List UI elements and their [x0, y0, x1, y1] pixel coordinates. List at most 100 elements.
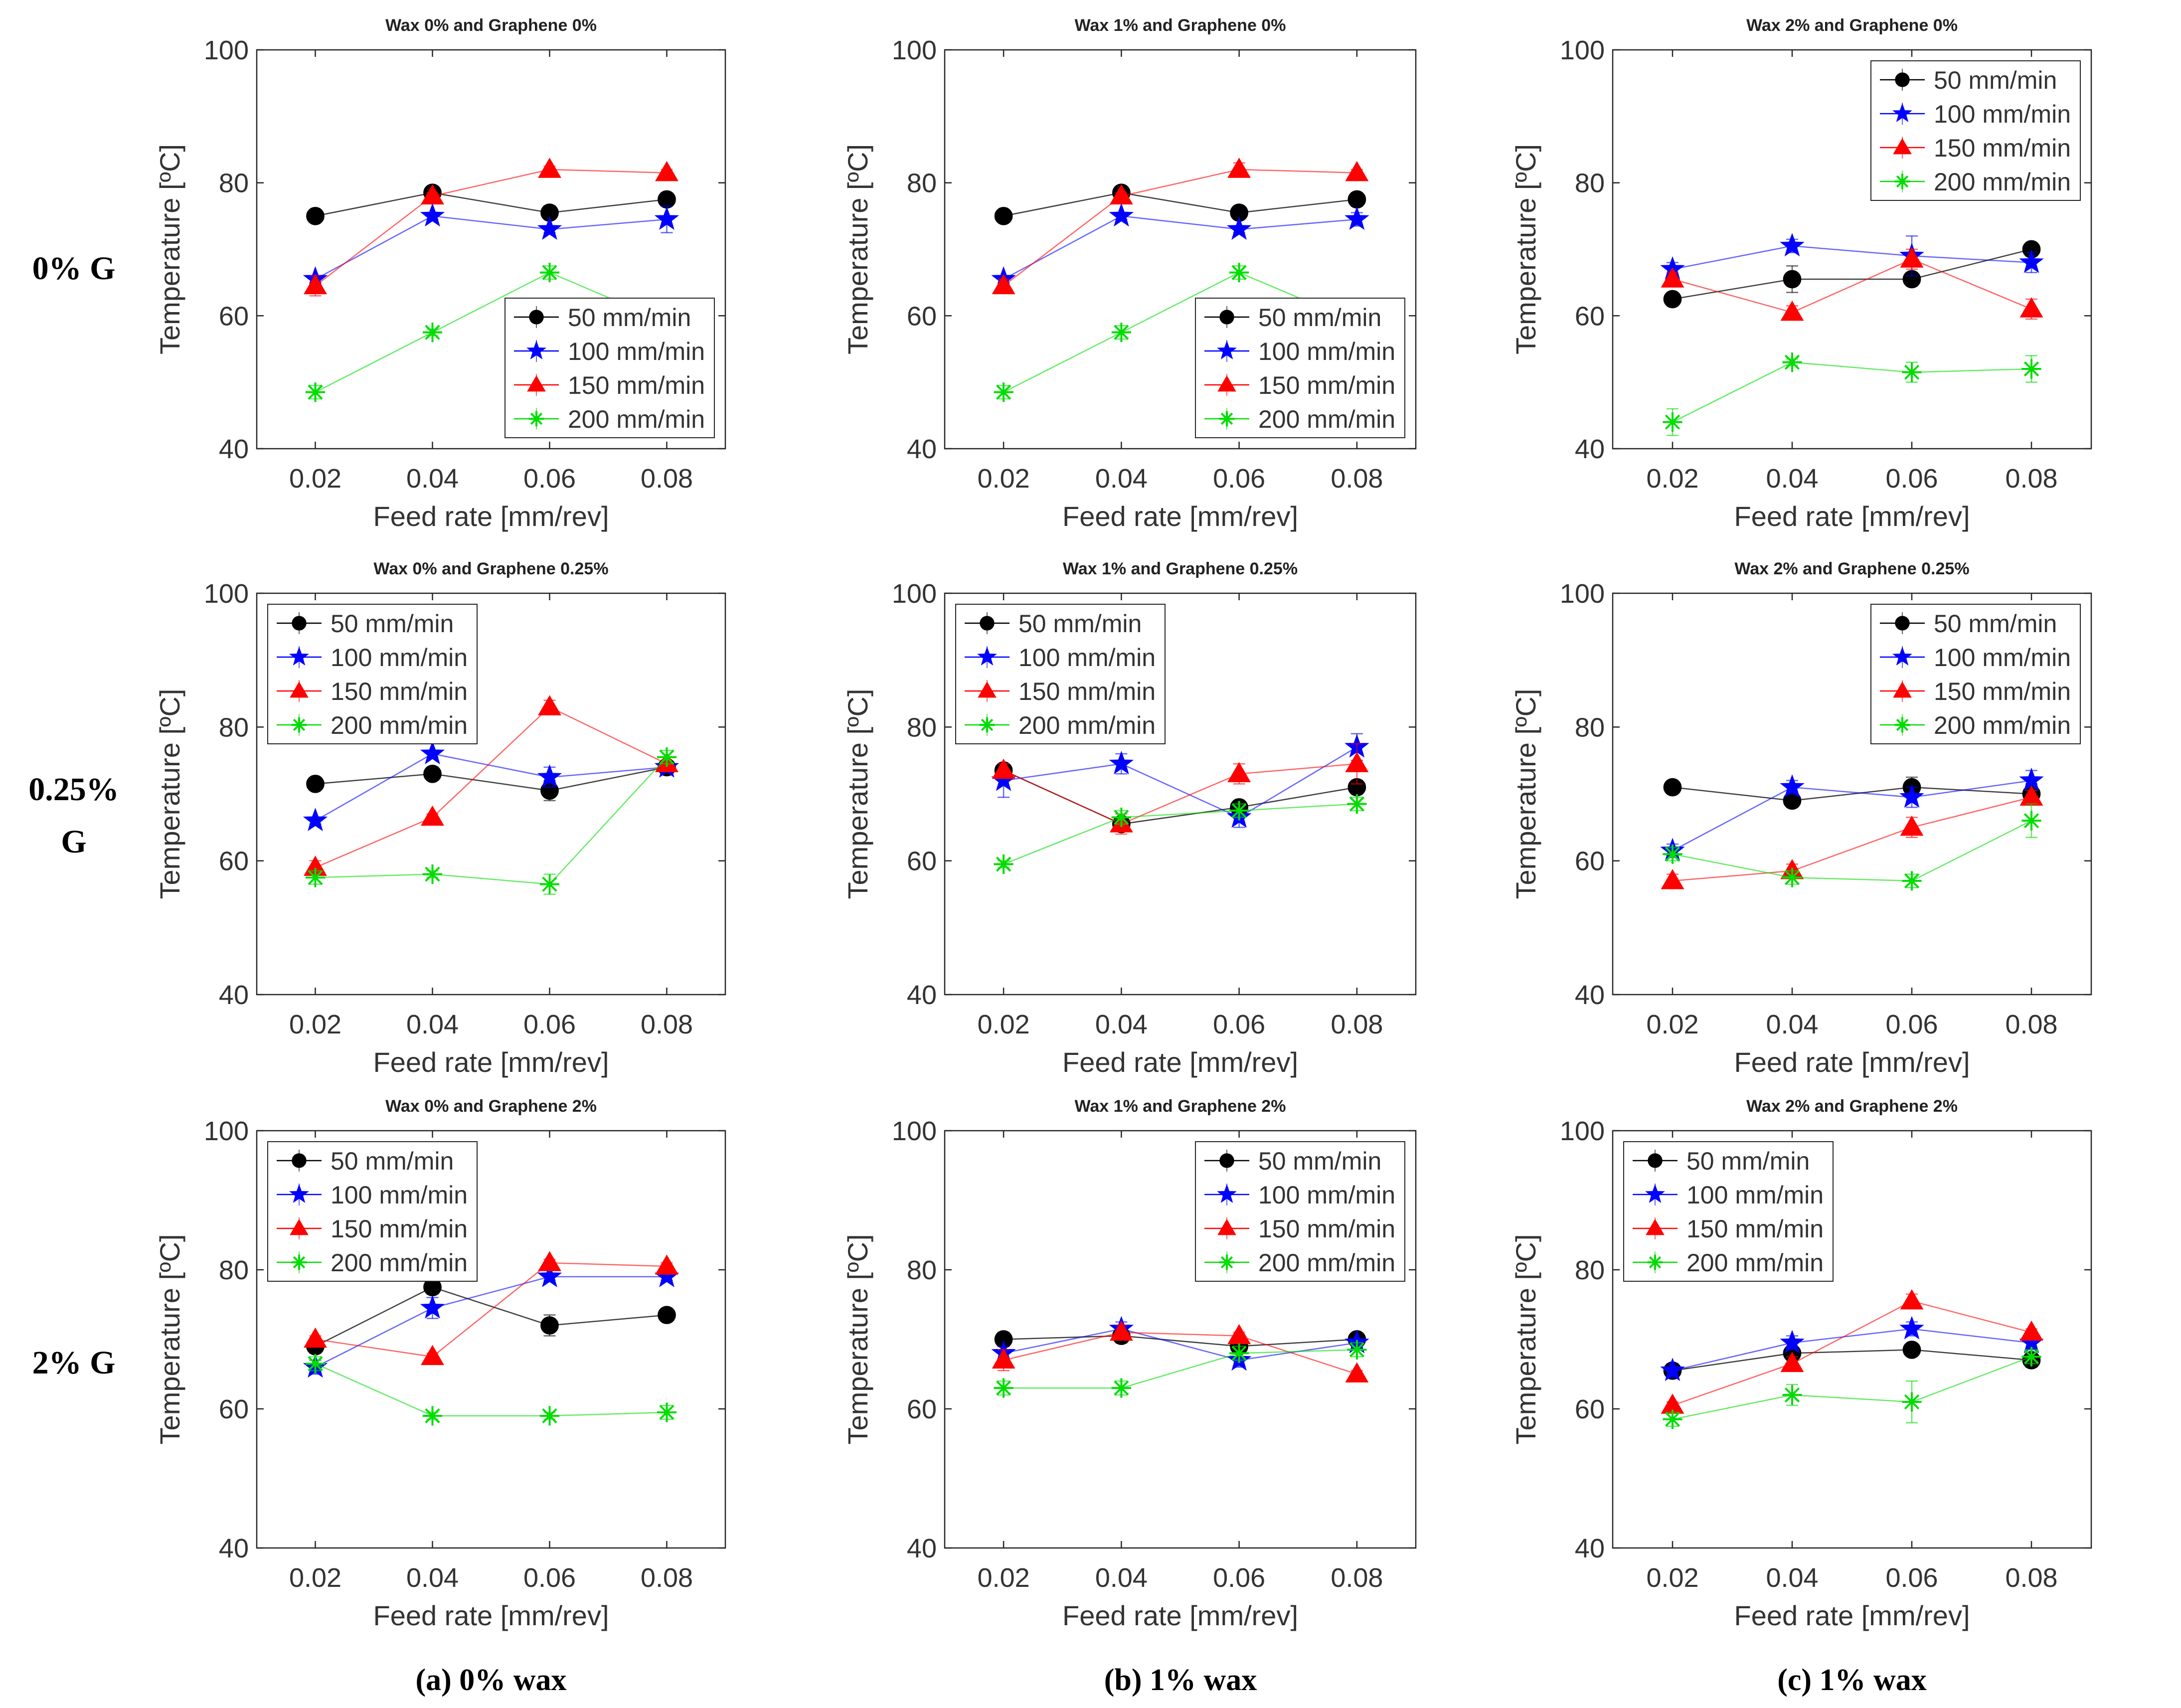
series	[994, 1340, 1367, 1398]
legend-marker	[527, 375, 546, 392]
legend-label: 50 mm/min	[1258, 1147, 1381, 1175]
y-tick-label: 60	[907, 301, 937, 331]
data-point	[2021, 811, 2041, 831]
data-point	[994, 382, 1013, 402]
series-line	[315, 215, 667, 280]
series	[1661, 785, 2043, 889]
y-axis-label: Temperature [ºC]	[842, 689, 873, 899]
data-point	[1347, 794, 1367, 814]
x-tick-label: 0.08	[1331, 464, 1383, 494]
legend-label: 100 mm/min	[1258, 1181, 1395, 1209]
chart-panel: Wax 1% and Graphene 2% 40 60 80 100 0.02 0.04 0…	[842, 1097, 1417, 1631]
chart-title: Wax 1% and Graphene 2%	[1075, 1097, 1286, 1116]
series-line	[315, 1262, 667, 1358]
data-point	[306, 775, 325, 793]
data-point	[1109, 203, 1134, 227]
x-tick-label: 0.08	[2005, 1010, 2057, 1039]
legend-marker	[291, 1254, 307, 1270]
legend-label: 100 mm/min	[1018, 644, 1156, 672]
legend-label: 150 mm/min	[1934, 134, 2071, 162]
series-line	[315, 192, 667, 217]
y-tick-label: 40	[907, 1534, 937, 1563]
row-label: G	[61, 824, 86, 860]
series-line	[1672, 1349, 2032, 1371]
data-point	[304, 274, 327, 295]
series	[992, 158, 1369, 295]
y-tick-label: 80	[219, 1255, 249, 1285]
series-line	[315, 766, 667, 792]
series-line	[1003, 1332, 1357, 1375]
data-point	[538, 695, 561, 715]
data-point	[305, 382, 326, 402]
series-line	[315, 706, 668, 868]
chart-title: Wax 2% and Graphene 2%	[1746, 1097, 1958, 1116]
series-line	[1003, 746, 1357, 818]
data-point	[994, 854, 1013, 874]
legend: 50 mm/min 100 mm/min 150 mm/min 200 mm/min	[955, 604, 1166, 744]
data-point	[303, 808, 328, 832]
data-point	[992, 758, 1015, 779]
plot-area	[256, 49, 726, 450]
legend-marker	[1219, 310, 1234, 325]
plot-area	[1612, 1130, 2092, 1549]
legend-marker	[290, 1218, 309, 1235]
data-point	[1780, 1352, 1804, 1372]
plot-area	[944, 1130, 1417, 1549]
legend: 50 mm/min 100 mm/min 150 mm/min 200 mm/min	[1195, 1141, 1405, 1282]
data-point	[420, 203, 445, 227]
y-axis-label: Temperature [ºC]	[1510, 1234, 1541, 1445]
legend-label: 150 mm/min	[331, 1215, 468, 1243]
column-caption: (a) 0% wax	[415, 1663, 566, 1697]
data-point	[1345, 161, 1369, 181]
chart-title: Wax 0% and Graphene 2%	[385, 1097, 597, 1116]
series-line	[1003, 763, 1357, 825]
x-tick-label: 0.02	[289, 1563, 341, 1593]
x-tick-label: 0.08	[1331, 1563, 1383, 1593]
legend-marker	[1894, 717, 1910, 733]
data-point	[422, 864, 443, 884]
x-tick-label: 0.08	[641, 1010, 693, 1039]
y-tick-label: 100	[204, 35, 249, 65]
legend-marker	[1217, 341, 1237, 359]
x-tick-label: 0.02	[289, 464, 341, 494]
y-axis-label: Temperature [ºC]	[154, 144, 185, 354]
data-point	[305, 867, 326, 887]
series-line	[1003, 272, 1357, 393]
legend-marker	[1892, 103, 1912, 122]
y-tick-label: 100	[892, 35, 937, 65]
legend-marker	[292, 1153, 307, 1168]
legend: 50 mm/min 100 mm/min 150 mm/min 200 mm/min	[267, 1141, 478, 1282]
plot-area	[944, 592, 1417, 996]
series	[1660, 233, 2044, 280]
series	[303, 203, 679, 290]
data-point	[2021, 1347, 2041, 1366]
series-line	[1672, 796, 2032, 882]
chart-title: Wax 0% and Graphene 0%	[385, 16, 597, 35]
y-tick-label: 40	[219, 434, 249, 464]
y-tick-label: 40	[907, 980, 937, 1010]
legend-marker	[289, 647, 309, 666]
data-point	[420, 1295, 445, 1319]
legend-label: 150 mm/min	[1686, 1215, 1824, 1243]
x-axis-label: Feed rate [mm/rev]	[1062, 1600, 1298, 1631]
legend-marker	[1217, 1184, 1237, 1203]
data-point	[1782, 867, 1802, 887]
chart-panel: Wax 0% and Graphene 0.25% 40 60 80 100 0.02 0.…	[154, 559, 726, 1078]
legend-marker	[1219, 411, 1235, 427]
y-tick-label: 40	[219, 980, 249, 1010]
y-tick-label: 80	[907, 1255, 937, 1285]
data-point	[304, 1327, 327, 1348]
legend-marker	[290, 681, 309, 698]
x-tick-label: 0.06	[1213, 1563, 1265, 1593]
legend-label: 200 mm/min	[1258, 405, 1395, 433]
data-point	[1229, 801, 1249, 821]
data-point	[1345, 1362, 1369, 1382]
data-point	[992, 274, 1015, 295]
y-tick-label: 80	[219, 169, 249, 198]
data-point	[305, 1354, 326, 1373]
data-point	[2019, 297, 2043, 318]
x-tick-label: 0.08	[641, 1563, 693, 1593]
data-point	[1347, 190, 1366, 209]
legend-label: 150 mm/min	[568, 371, 705, 399]
x-tick-label: 0.02	[289, 1010, 341, 1039]
